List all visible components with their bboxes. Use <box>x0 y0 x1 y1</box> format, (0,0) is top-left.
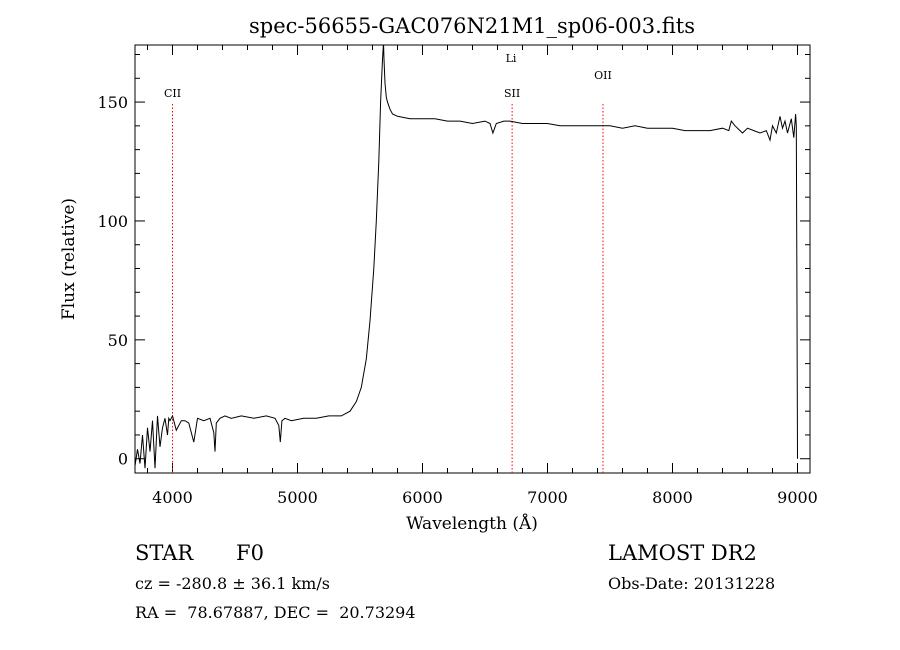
spectral-subclass: F0 <box>236 541 264 565</box>
survey-name: LAMOST DR2 <box>608 541 757 565</box>
x-axis-label: Wavelength (Å) <box>406 513 538 534</box>
x-tick-label: 6000 <box>402 488 443 507</box>
y-axis-label: Flux (relative) <box>59 198 79 320</box>
line-label-sii: SII <box>504 87 520 100</box>
y-tick-label: 0 <box>118 450 128 469</box>
x-tick-label: 8000 <box>652 488 693 507</box>
line-label-oii: OII <box>594 69 612 82</box>
chart-title: spec-56655-GAC076N21M1_sp06-003.fits <box>249 14 695 38</box>
object-class: STAR <box>135 541 194 565</box>
y-tick-label: 100 <box>97 212 128 231</box>
obs-date: Obs-Date: 20131228 <box>608 574 776 593</box>
plot-frame <box>134 44 811 474</box>
spectrum-line <box>135 45 798 469</box>
x-tick-label: 9000 <box>777 488 818 507</box>
y-tick-label: 50 <box>108 331 128 350</box>
redshift-text: cz = -280.8 ± 36.1 km/s <box>135 574 330 593</box>
plot-area: 4000 5000 6000 7000 8000 9000 0 50 100 150 CII SII L… <box>97 44 818 507</box>
y-tick-label: 150 <box>97 93 128 112</box>
line-label-cii: CII <box>164 87 181 100</box>
coordinates: RA = 78.67887, DEC = 20.73294 <box>135 603 416 622</box>
x-tick-label: 5000 <box>277 488 318 507</box>
line-label-li: Li <box>506 52 517 65</box>
x-tick-label: 4000 <box>152 488 193 507</box>
x-tick-label: 7000 <box>527 488 568 507</box>
